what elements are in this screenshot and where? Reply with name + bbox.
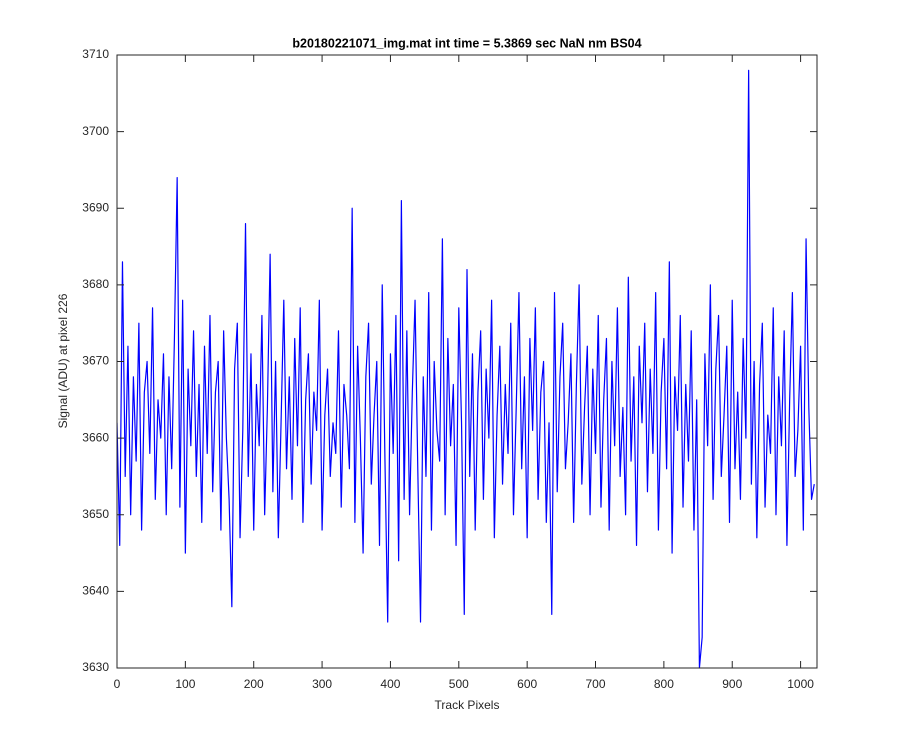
y-tick-label: 3670 — [82, 354, 109, 368]
x-tick-label: 600 — [517, 677, 537, 691]
y-tick-label: 3650 — [82, 507, 109, 521]
y-tick-label: 3680 — [82, 277, 109, 291]
y-tick-label: 3710 — [82, 47, 109, 61]
x-tick-label: 700 — [586, 677, 606, 691]
x-tick-label: 200 — [244, 677, 264, 691]
x-tick-label: 1000 — [787, 677, 814, 691]
x-tick-label: 100 — [175, 677, 195, 691]
data-line — [117, 69, 815, 669]
y-tick-label: 3700 — [82, 124, 109, 138]
chart-title: b20180221071_img.mat int time = 5.3869 s… — [292, 36, 641, 50]
x-tick-label: 400 — [380, 677, 400, 691]
x-axis-label: Track Pixels — [435, 698, 500, 712]
x-tick-label: 300 — [312, 677, 332, 691]
y-tick-label: 3630 — [82, 660, 109, 674]
x-tick-label: 0 — [114, 677, 121, 691]
x-tick-label: 800 — [654, 677, 674, 691]
x-tick-label: 900 — [722, 677, 742, 691]
y-tick-label: 3660 — [82, 430, 109, 444]
x-tick-label: 500 — [449, 677, 469, 691]
plot-frame — [116, 54, 818, 669]
y-tick-label: 3690 — [82, 200, 109, 214]
y-axis-label: Signal (ADU) at pixel 226 — [56, 293, 70, 428]
y-tick-label: 3640 — [82, 584, 109, 598]
